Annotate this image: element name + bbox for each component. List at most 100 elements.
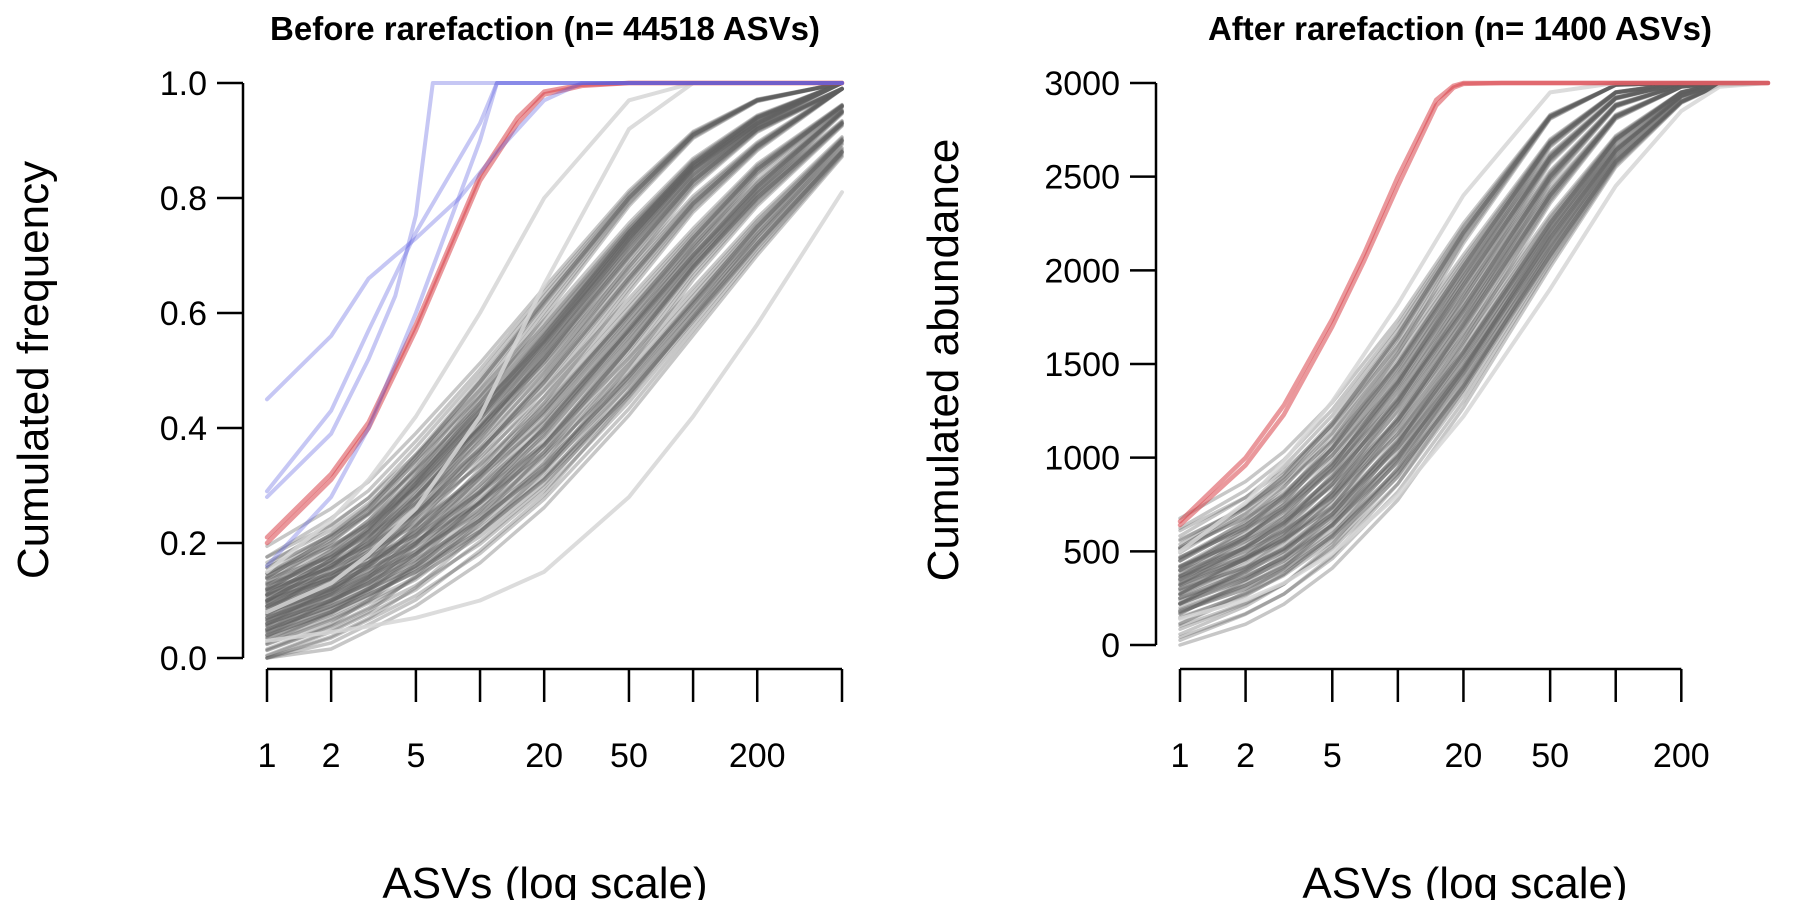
grey-band-line-6-5	[265, 86, 844, 590]
grey-band-line-0-4	[265, 86, 844, 605]
grey-band-line-8-0	[265, 81, 844, 633]
grey-band-line-7-7	[1178, 81, 1770, 573]
grey-band-line-5-4	[1178, 81, 1770, 588]
grey-band-line-7-2	[265, 110, 844, 635]
chart-title-after: After rarefaction (n= 1400 ASVs)	[1208, 10, 1712, 47]
grey-series-line-8	[265, 81, 844, 597]
light-series-line-8	[1178, 81, 1770, 621]
grey-series-line-3	[265, 138, 844, 632]
grey-band-line-5-2	[265, 104, 844, 629]
grey-series-line-5	[265, 104, 844, 614]
blue-series-line-15	[265, 81, 844, 499]
grey-band-line-1-7	[1178, 81, 1770, 568]
y-axis-before: 0.0 0.2 0.4 0.6 0.8 1.0	[160, 65, 245, 678]
y-axis-label-after: Cumulated abundance	[919, 139, 968, 582]
x-tick-label: 2	[1236, 737, 1255, 775]
grey-band-line-5-6	[1178, 81, 1770, 570]
y-tick-label: 3000	[1044, 65, 1120, 103]
x-tick-label: 50	[610, 737, 648, 775]
x-tick-label: 5	[1323, 737, 1342, 775]
grey-series-line-1	[265, 121, 844, 626]
y-axis-label-before: Cumulated frequency	[9, 161, 58, 579]
grey-series-line-1	[1178, 81, 1770, 601]
grey-band-line-6-7	[265, 86, 844, 570]
y-tick-label: 1.0	[160, 65, 207, 103]
grey-band-line-5-3	[265, 104, 844, 620]
grey-band-line-7-1	[265, 111, 844, 646]
grey-band-line-3-1	[1178, 81, 1770, 639]
grey-band-line-1-2	[265, 122, 844, 641]
x-tick-label: 1	[1171, 737, 1190, 775]
grey-band-line-9-3	[265, 151, 844, 643]
y-tick-label: 0	[1101, 627, 1120, 665]
panel-before: Before rarefaction (n= 44518 ASVs) 0.00.…	[9, 10, 845, 900]
x-tick-label: 50	[1531, 737, 1569, 775]
grey-band-line-3-6	[1178, 81, 1770, 591]
grey-band-line-9-5	[265, 148, 844, 623]
grey-series-line-4	[265, 81, 844, 580]
blue-series-line-18	[265, 81, 844, 402]
grey-band-line-6-4	[265, 86, 844, 599]
chart-title-before: Before rarefaction (n= 44518 ASVs)	[270, 10, 820, 47]
grey-series-line-5	[1178, 81, 1770, 591]
grey-band-line-4-6	[265, 81, 844, 559]
y-axis-after: 0 500 1000 1500 2000 2500 3000	[1044, 65, 1158, 665]
grey-band-line-9-0	[265, 155, 844, 660]
grey-band-line-6-1	[265, 87, 844, 628]
grey-band-line-2-7	[265, 81, 844, 559]
grey-band-line-3-0	[265, 142, 844, 660]
grey-series-line-6	[265, 86, 844, 603]
grey-band-line-7-0	[265, 112, 844, 657]
y-tick-label: 1500	[1044, 346, 1120, 384]
grey-series-line-2	[265, 81, 844, 591]
x-tick-label: 20	[525, 737, 563, 775]
y-tick-label: 0.0	[160, 640, 207, 678]
grey-band-line-3-3	[1178, 81, 1770, 619]
grey-band-line-7-6	[1178, 81, 1770, 584]
x-tick-label: 200	[1653, 737, 1710, 775]
x-tick-label: 2	[322, 737, 341, 775]
y-tick-label: 1000	[1044, 440, 1120, 478]
grey-band-line-8-7	[265, 81, 844, 565]
grey-band-line-1-4	[1178, 81, 1770, 597]
grey-band-line-2-4	[265, 81, 844, 588]
grey-series-line-9	[265, 150, 844, 637]
grey-band-line-7-4	[1178, 81, 1770, 602]
grey-band-line-6-3	[265, 87, 844, 609]
plot-area-after	[1177, 80, 1771, 647]
grey-band-line-8-4	[265, 81, 844, 593]
grey-band-line-4-3	[265, 81, 844, 585]
x-tick-label: 5	[406, 737, 425, 775]
grey-band-line-1-2	[1178, 81, 1770, 615]
grey-band-line-7-2	[1178, 81, 1770, 621]
grey-band-line-1-6	[1178, 81, 1770, 579]
red-series-line-11	[1177, 80, 1771, 524]
grey-band-line-8-3	[265, 81, 844, 603]
grey-band-line-5-0	[1178, 81, 1770, 626]
grey-band-line-3-4	[1178, 81, 1770, 610]
grey-series-line-7	[1178, 81, 1770, 606]
grey-band-line-8-5	[265, 81, 844, 584]
grey-band-line-1-3	[1178, 81, 1770, 606]
grey-series-line-3	[1178, 81, 1770, 614]
x-axis-label-after: ASVs (log scale)	[1302, 859, 1627, 900]
grey-band-line-3-5	[1178, 81, 1770, 600]
grey-band-line-4-4	[265, 81, 844, 576]
grey-band-line-7-0	[1178, 81, 1770, 642]
grey-band-line-5-5	[1178, 81, 1770, 578]
grey-series-line-0	[265, 86, 844, 609]
grey-band-line-7-6	[265, 108, 844, 598]
y-tick-label: 0.4	[160, 410, 207, 448]
x-tick-label: 1	[258, 737, 277, 775]
grey-band-line-8-6	[265, 81, 844, 576]
y-tick-label: 2500	[1044, 159, 1120, 197]
grey-band-line-2-5	[265, 81, 844, 578]
grey-band-line-9-2	[265, 152, 844, 653]
grey-band-line-7-3	[1178, 81, 1770, 612]
grey-band-line-3-1	[265, 141, 844, 658]
grey-band-line-5-5	[265, 103, 844, 601]
grey-band-line-7-5	[1178, 81, 1770, 593]
grey-band-line-7-4	[265, 109, 844, 616]
x-axis-label-before: ASVs (log scale)	[382, 859, 707, 900]
